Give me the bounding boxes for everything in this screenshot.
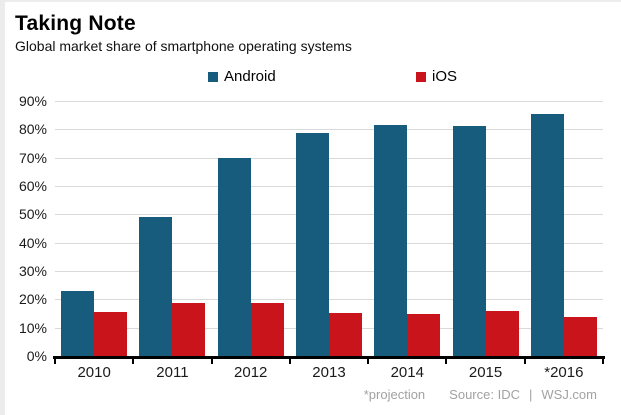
x-axis-label-2010: 2010 — [77, 364, 111, 381]
source-divider: | — [528, 387, 533, 402]
x-axis-label-2014: 2014 — [390, 364, 424, 381]
y-axis-label-0: 0% — [26, 348, 47, 364]
y-axis-label-10: 10% — [18, 319, 47, 336]
x-axis-label-2015: 2015 — [468, 364, 503, 381]
gridline-80 — [55, 129, 603, 131]
legend: Android iOS — [5, 68, 621, 88]
gridline-40 — [55, 242, 603, 244]
x-axis-label-2016: *2016 — [544, 364, 584, 381]
x-axis-tick-3 — [288, 359, 291, 364]
y-axis-label-40: 40% — [18, 234, 47, 251]
gridline-30 — [55, 271, 603, 272]
bar-ios-2011 — [172, 302, 206, 356]
source-label: Source: IDC — [449, 387, 520, 402]
y-axis-label-90: 90% — [18, 93, 47, 109]
bar-ios-2015 — [485, 311, 519, 356]
bar-android-2014 — [374, 125, 408, 356]
x-axis-label-2013: 2013 — [312, 364, 346, 381]
y-axis-label-50: 50% — [18, 206, 47, 223]
x-axis-tick-7 — [602, 359, 604, 364]
gridline-90 — [55, 101, 603, 102]
legend-item-ios: iOS — [416, 68, 457, 85]
projection-note: *projection — [363, 387, 426, 402]
chart-footer: *projection Source: IDC | WSJ.com — [364, 387, 597, 402]
bar-android-2010 — [61, 290, 95, 356]
ios-swatch-icon — [416, 71, 426, 82]
x-axis-label-2012: 2012 — [234, 364, 268, 381]
x-axis-tick-5 — [445, 359, 448, 364]
bar-android-2015 — [452, 125, 486, 356]
y-axis-label-30: 30% — [18, 263, 47, 279]
android-swatch-icon — [208, 71, 218, 82]
x-axis-tick-4 — [367, 359, 370, 364]
legend-item-android: Android — [208, 68, 276, 85]
x-axis-line — [53, 356, 605, 359]
gridline-70 — [55, 157, 603, 159]
y-axis-label-70: 70% — [18, 149, 47, 166]
source-note: Source: IDC | WSJ.com — [449, 387, 597, 402]
y-axis-label-60: 60% — [18, 178, 47, 194]
chart-subtitle: Global market share of smartphone operat… — [15, 38, 352, 54]
chart-title: Taking Note — [15, 12, 136, 35]
legend-label-ios: iOS — [432, 68, 458, 85]
bar-ios-2013 — [329, 313, 362, 356]
bar-ios-2016 — [563, 317, 597, 356]
x-axis-label-2011: 2011 — [156, 364, 189, 381]
bar-android-2012 — [217, 157, 251, 356]
gridline-20 — [55, 299, 603, 301]
bar-ios-2010 — [94, 311, 128, 356]
x-axis-tick-6 — [523, 359, 526, 364]
bar-ios-2012 — [250, 303, 284, 356]
gridline-60 — [55, 186, 603, 187]
bar-android-2011 — [139, 217, 173, 356]
site-label: WSJ.com — [541, 387, 597, 402]
bar-ios-2014 — [407, 314, 441, 356]
y-axis-label-20: 20% — [18, 291, 47, 308]
legend-label-android: Android — [224, 68, 276, 85]
x-axis-tick-2 — [210, 359, 213, 364]
bar-android-2013 — [296, 133, 329, 356]
y-axis-label-80: 80% — [18, 121, 47, 138]
gridline-50 — [55, 214, 603, 216]
bar-android-2016 — [530, 114, 564, 356]
x-axis-tick-1 — [132, 359, 135, 364]
x-axis-tick-0 — [54, 359, 56, 364]
